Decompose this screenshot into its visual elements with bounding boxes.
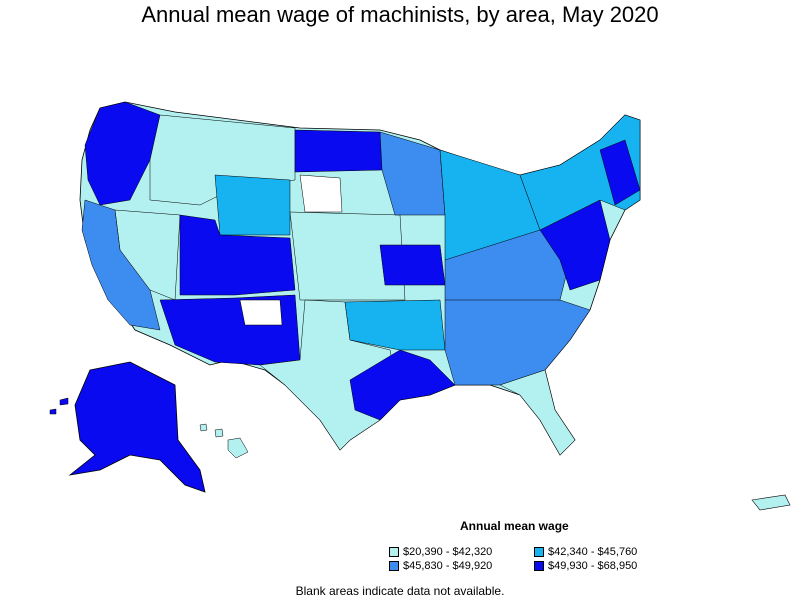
region-upper-midwest xyxy=(379,131,446,216)
legend-swatch-2 xyxy=(534,547,544,557)
region-puerto-rico xyxy=(751,494,791,511)
region-wyoming xyxy=(214,174,291,236)
region-southwest-blank xyxy=(239,299,283,326)
region-gulf-coast xyxy=(349,349,456,421)
legend-label-3: $45,830 - $49,920 xyxy=(403,560,493,572)
legend-swatch-3 xyxy=(389,561,399,571)
legend-item-1: $20,390 - $42,320 xyxy=(389,546,492,558)
legend-title: Annual mean wage xyxy=(460,519,569,533)
legend-label-4: $49,930 - $68,950 xyxy=(548,560,638,572)
region-hawaii xyxy=(199,423,249,459)
region-south-dakota-blank xyxy=(299,174,343,213)
map-title: Annual mean wage of machinists, by area,… xyxy=(141,2,659,27)
region-florida xyxy=(499,369,576,456)
region-northeast xyxy=(519,114,641,231)
region-california xyxy=(81,199,161,331)
region-south-central xyxy=(344,299,446,351)
legend-item-4: $49,930 - $68,950 xyxy=(534,560,637,572)
legend-swatch-4 xyxy=(534,561,544,571)
region-great-plains xyxy=(289,211,406,301)
region-north-dakota xyxy=(294,129,383,173)
legend-item-3: $45,830 - $49,920 xyxy=(389,560,492,572)
legend-item-2: $42,340 - $45,760 xyxy=(534,546,637,558)
footnote: Blank areas indicate data not available. xyxy=(295,584,505,598)
legend-label-2: $42,340 - $45,760 xyxy=(548,546,638,558)
region-aleutians xyxy=(49,397,69,415)
region-new-england-dark xyxy=(599,139,641,206)
legend-swatch-1 xyxy=(389,547,399,557)
region-pacific-northwest xyxy=(84,101,161,206)
region-alaska xyxy=(68,361,206,493)
legend-label-1: $20,390 - $42,320 xyxy=(403,546,493,558)
region-utah-colorado xyxy=(179,214,296,296)
region-missouri xyxy=(379,244,446,286)
